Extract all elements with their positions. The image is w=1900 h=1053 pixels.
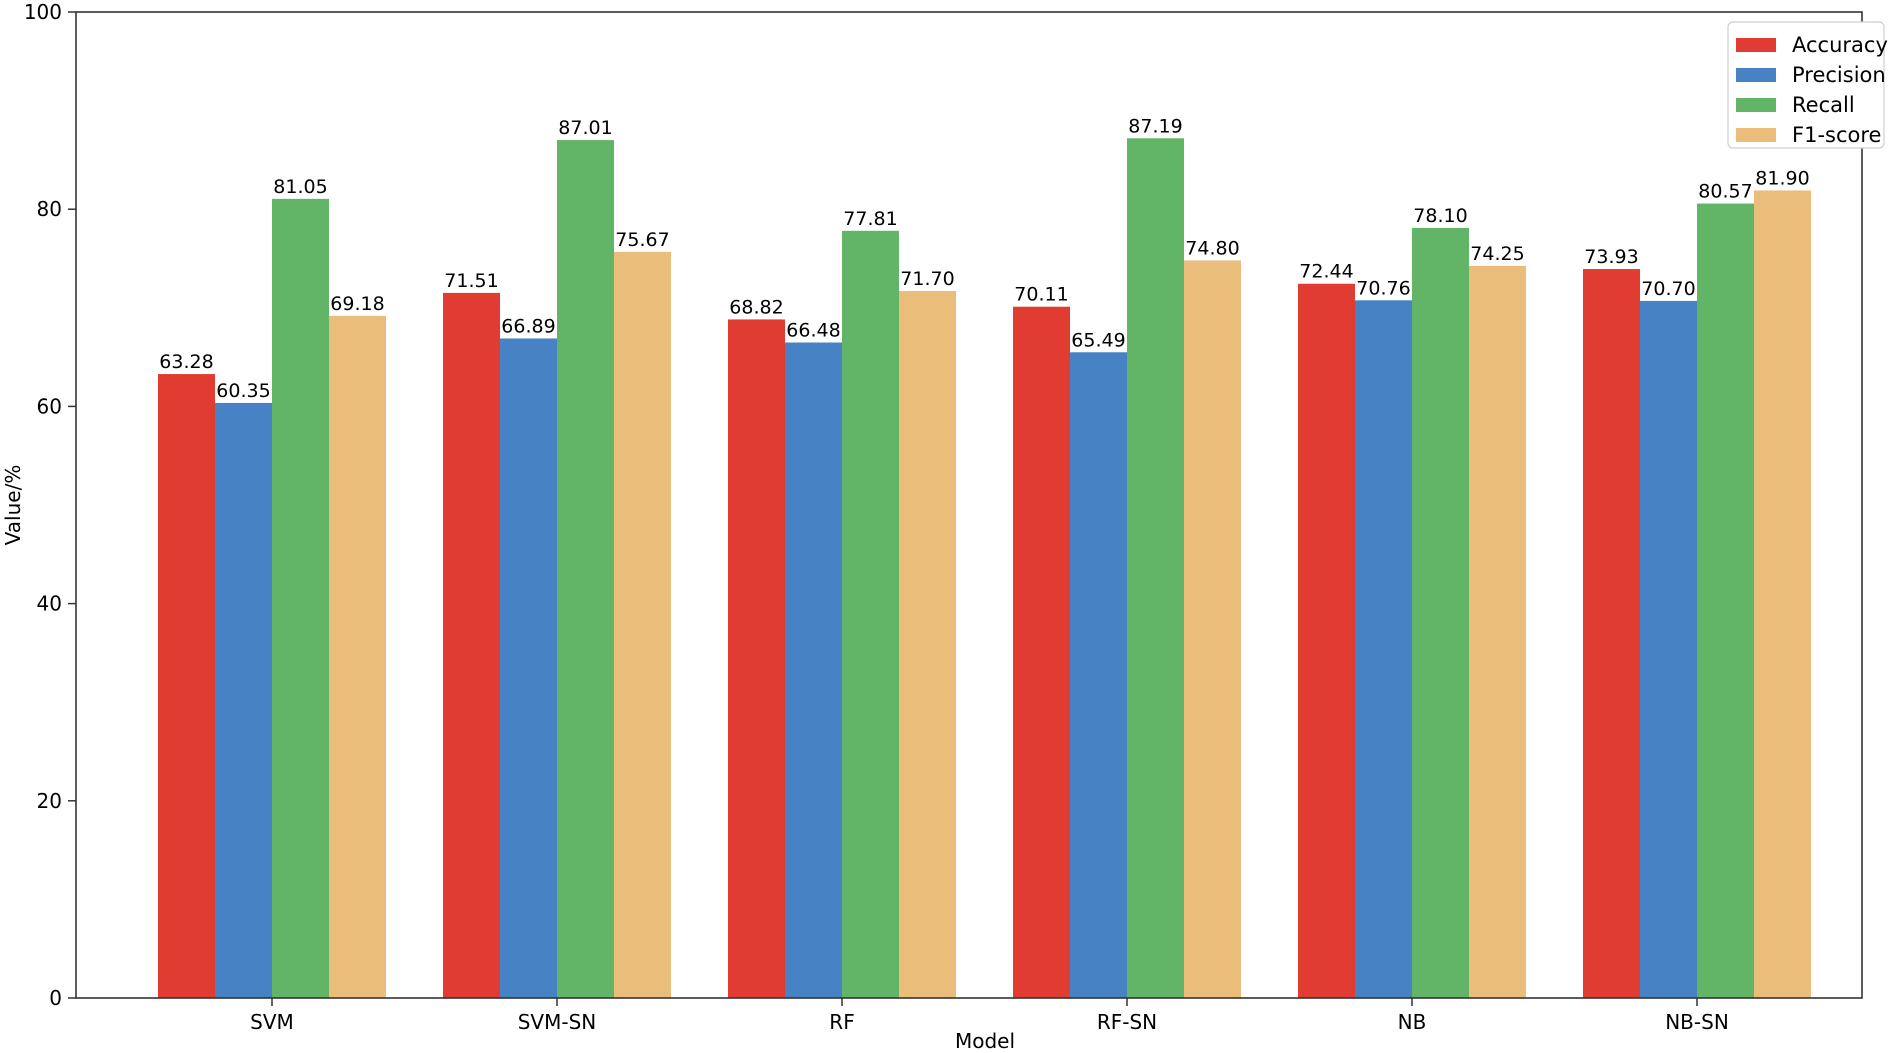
bar-nb-recall [1412,227,1469,998]
bar-svm-recall [272,198,329,999]
x-tick-label-nb-sn: NB-SN [1665,1010,1729,1034]
bar-svm-precision [215,402,272,999]
y-tick-label: 80 [37,197,62,221]
data-label-nb-precision: 70.76 [1356,277,1410,299]
data-label-rf-sn-precision: 65.49 [1071,329,1125,351]
data-label-nb-recall: 78.10 [1413,205,1467,227]
data-label-nb-accuracy: 72.44 [1299,261,1353,283]
bar-nb-sn-f1-score [1754,190,1811,998]
x-tick-label-svm: SVM [250,1010,294,1034]
bar-nb-sn-precision [1640,300,1697,998]
data-label-rf-recall: 77.81 [843,208,897,230]
data-label-svm-precision: 60.35 [216,380,270,402]
y-tick-label: 60 [37,394,62,418]
y-tick-label: 0 [49,986,62,1010]
bar-nb-sn-recall [1697,203,1754,998]
data-label-nb-sn-f1-score: 81.90 [1755,167,1809,189]
plot-frame [75,11,1863,999]
bar-nb-precision [1355,300,1412,998]
bar-nb-accuracy [1298,283,1355,999]
bar-svm-sn-recall [557,140,614,998]
y-axis-title: Value/% [1,465,25,546]
data-label-nb-sn-precision: 70.70 [1641,278,1695,300]
bar-nb-f1-score [1469,265,1526,998]
legend-label-recall: Recall [1792,93,1855,117]
data-label-rf-sn-recall: 87.19 [1128,115,1182,137]
bar-rf-precision [785,342,842,998]
legend-label-precision: Precision [1792,63,1886,87]
bar-rf-f1-score [899,291,956,999]
bar-svm-sn-precision [500,338,557,998]
bar-svm-accuracy [158,374,215,998]
legend: Accuracy Precision Recall F1-score [1727,21,1888,149]
bar-rf-sn-f1-score [1184,260,1241,998]
bars-group [158,138,1811,999]
data-label-svm-f1-score: 69.18 [330,293,384,315]
data-label-svm-accuracy: 63.28 [159,351,213,373]
data-label-svm-sn-f1-score: 75.67 [615,229,669,251]
data-label-svm-sn-accuracy: 71.51 [444,270,498,292]
bar-nb-sn-accuracy [1583,269,1640,999]
legend-label-f1-score: F1-score [1792,123,1881,147]
data-label-svm-recall: 81.05 [273,176,327,198]
x-tick-label-rf-sn: RF-SN [1097,1010,1157,1034]
data-label-nb-sn-accuracy: 73.93 [1584,246,1638,268]
bar-rf-sn-recall [1127,138,1184,999]
y-axis: 0 20 40 60 80 100 [24,0,76,1010]
data-label-svm-sn-recall: 87.01 [558,117,612,139]
bar-rf-sn-accuracy [1013,306,1070,998]
legend-swatch-accuracy [1736,38,1776,52]
data-label-rf-sn-f1-score: 74.80 [1185,237,1239,259]
bar-rf-sn-precision [1070,352,1127,999]
data-label-rf-f1-score: 71.70 [900,268,954,290]
legend-swatch-precision [1736,68,1776,82]
bar-rf-accuracy [728,319,785,998]
legend-swatch-recall [1736,98,1776,112]
bar-svm-f1-score [329,315,386,998]
bar-svm-sn-f1-score [614,251,671,998]
y-tick-label: 20 [37,789,62,813]
bar-rf-recall [842,230,899,998]
x-axis: SVM SVM-SN RF RF-SN NB NB-SN [250,998,1729,1034]
data-label-nb-sn-recall: 80.57 [1698,181,1752,203]
x-axis-title: Model [955,1029,1015,1053]
data-label-nb-f1-score: 74.25 [1470,243,1524,265]
y-tick-label: 40 [37,592,62,616]
data-label-rf-precision: 66.48 [786,320,840,342]
x-tick-label-nb: NB [1398,1010,1427,1034]
x-tick-label-svm-sn: SVM-SN [518,1010,597,1034]
legend-label-accuracy: Accuracy [1792,33,1888,57]
data-label-rf-sn-accuracy: 70.11 [1014,284,1068,306]
bar-svm-sn-accuracy [443,292,500,999]
data-label-rf-accuracy: 68.82 [729,296,783,318]
y-tick-label: 100 [24,0,62,24]
legend-swatch-f1-score [1736,128,1776,142]
x-tick-label-rf: RF [829,1010,854,1034]
data-label-svm-sn-precision: 66.89 [501,315,555,337]
legend-box [1727,21,1885,149]
